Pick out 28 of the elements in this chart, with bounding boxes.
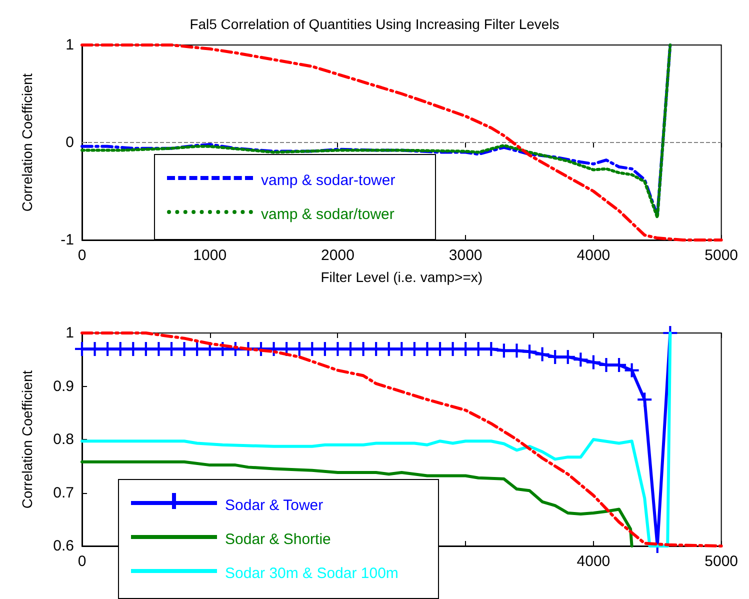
x-tick-label: 5000: [704, 247, 738, 264]
series-label: vamp & sodar-tower: [261, 172, 396, 188]
chart-title: Fal5 Correlation of Quantities Using Increasing Filter Levels: [190, 16, 560, 32]
x-tick-label: 0: [78, 553, 86, 570]
x-axis-title: Filter Level (i.e. vamp>=x): [320, 269, 483, 285]
y-tick-label: 1: [66, 36, 74, 54]
y-tick-label: -1: [60, 232, 74, 248]
x-tick-label: 4000: [576, 553, 610, 570]
legend-box: vamp & sodar-tower vamp & sodar/tower: [154, 154, 436, 240]
legend-box: Sodar & Tower Sodar & Shortie Sodar 30m & Sodar 100m: [118, 479, 440, 599]
line-series: [80, 460, 634, 548]
x-tick-label: 4000: [576, 247, 610, 264]
y-axis-title: Correlation Coefficient: [19, 370, 35, 509]
x-tick-label: 0: [78, 247, 86, 264]
x-tick-label: 5000: [704, 553, 738, 570]
x-tick-label: 3000: [448, 247, 482, 264]
y-tick-label: 0.7: [53, 484, 74, 502]
y-tick-label: 0: [66, 134, 74, 151]
x-tick-label: 2000: [321, 247, 354, 264]
y-tick-label: 0.8: [53, 431, 74, 448]
x-tick-label: 1000: [193, 247, 227, 264]
y-tick-label: 0.6: [53, 538, 74, 554]
y-axis-title: Correlation Coefficient: [19, 73, 35, 212]
point: [586, 355, 600, 370]
y-tick-label: 1: [66, 324, 74, 342]
point: [624, 363, 639, 378]
line-series: [80, 44, 723, 242]
y-tick-label: 0.9: [53, 378, 74, 395]
